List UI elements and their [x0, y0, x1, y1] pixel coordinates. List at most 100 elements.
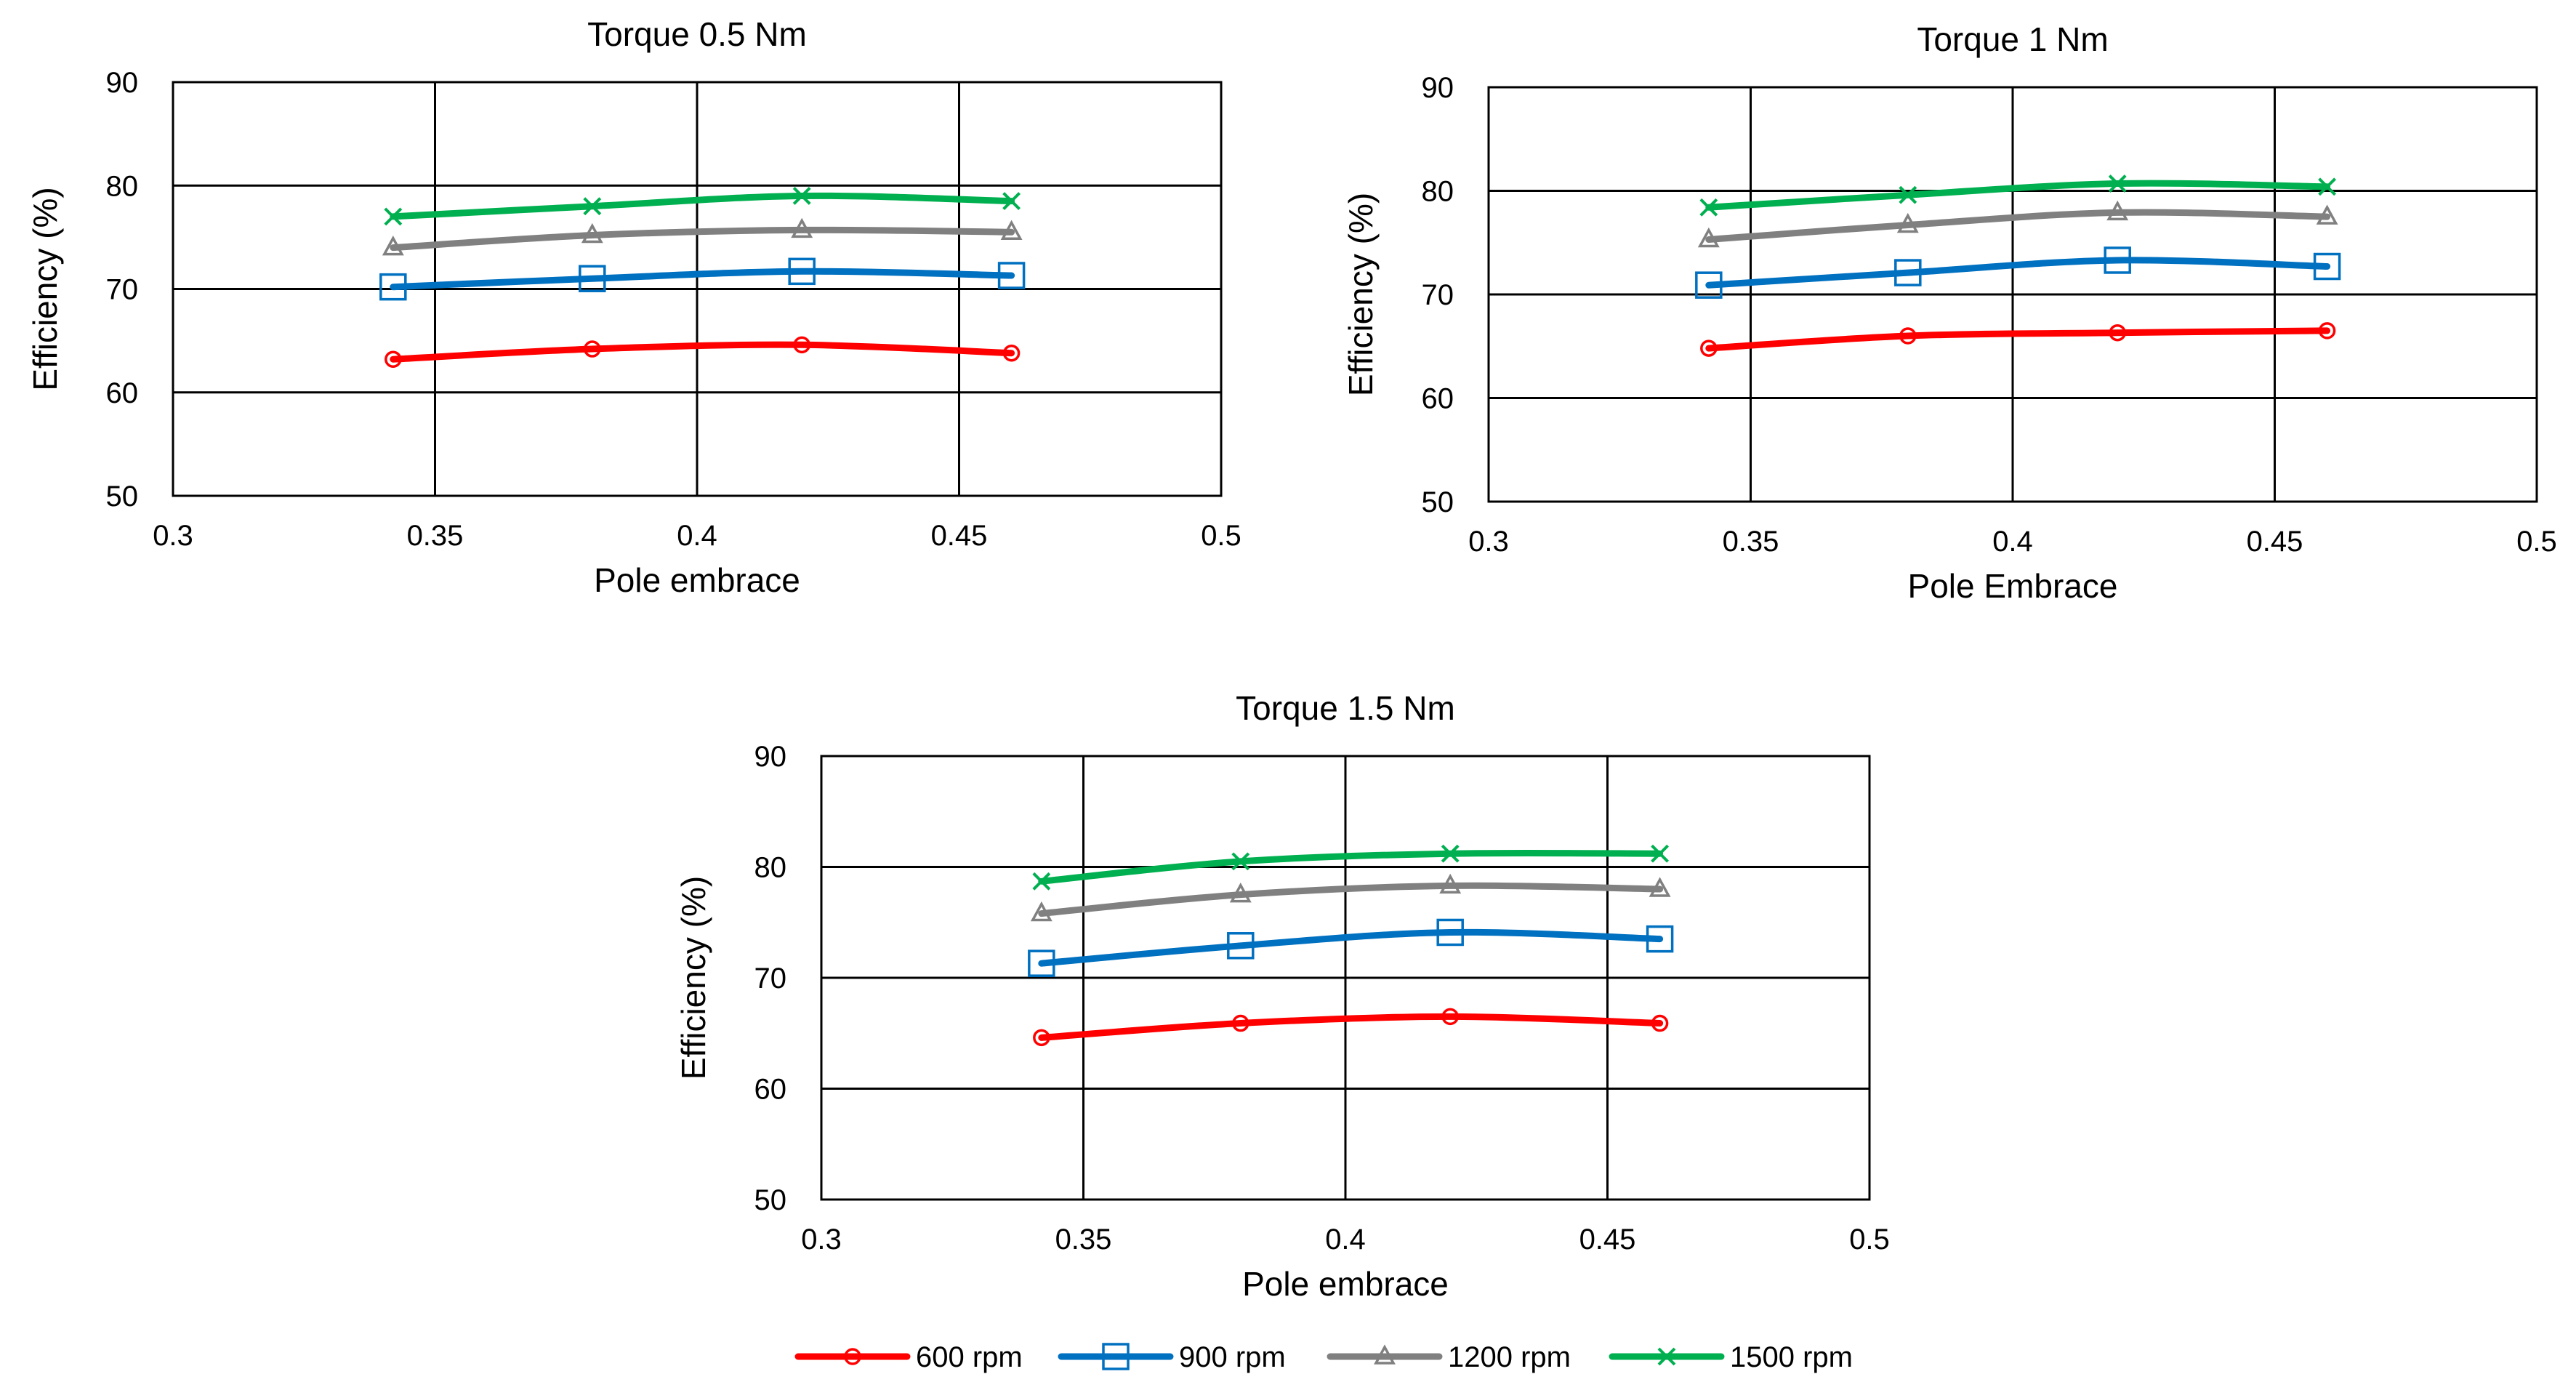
gridlines: [1487, 86, 2538, 503]
data-point: [1439, 873, 1462, 894]
y-tick-label: 70: [106, 274, 139, 306]
x-tick-label: 0.35: [407, 520, 464, 552]
data-point: [584, 340, 601, 358]
y-axis-label: Efficiency (%): [1342, 193, 1380, 396]
plot-area-border: [172, 81, 1223, 497]
legend-marker: [1374, 1344, 1396, 1365]
data-point: [2106, 200, 2129, 221]
y-tick-label: 70: [1422, 279, 1454, 311]
series-line: [1038, 849, 1664, 885]
data-point: [1002, 192, 1021, 211]
data-point: [2318, 177, 2337, 196]
data-point: [1700, 340, 1718, 357]
y-tick-label: 80: [1422, 176, 1454, 208]
legend-label: 900 rpm: [1179, 1341, 1286, 1373]
plot-area-border: [1487, 86, 2538, 503]
legend-item: 600 rpm: [794, 1341, 1023, 1373]
x-tick-label: 0.5: [1849, 1224, 1890, 1256]
series-line: [1705, 209, 2331, 243]
data-point: [1436, 918, 1464, 947]
chart-torque-0-5: 0.3 0.35 0.4 0.45 0.5 50 60 70 80 90 Torque 0.5 Nm…: [26, 15, 1241, 599]
data-point: [1651, 1014, 1669, 1032]
series-1500-rpm: [1699, 174, 2337, 217]
gridlines: [172, 81, 1223, 497]
data-point: [581, 222, 603, 244]
legend-label: 600 rpm: [916, 1341, 1023, 1373]
x-tick-label: 0.5: [1201, 520, 1241, 552]
legend-marker: [844, 1348, 861, 1365]
data-point: [1028, 949, 1055, 977]
y-tick-label: 50: [1422, 486, 1454, 518]
data-point: [384, 207, 403, 226]
series-line: [1705, 257, 2331, 289]
data-point: [1032, 872, 1051, 891]
legend-label: 1200 rpm: [1448, 1341, 1571, 1373]
data-point: [1894, 259, 1922, 286]
series-600-rpm: [385, 336, 1021, 368]
data-point: [1699, 198, 1718, 217]
y-tick-label: 90: [106, 67, 139, 99]
data-point: [1899, 327, 1917, 345]
series-1200-rpm: [1030, 873, 1671, 922]
data-point: [1896, 212, 1919, 233]
data-point: [1232, 1014, 1249, 1032]
data-point: [1646, 925, 1674, 953]
data-point: [1002, 344, 1021, 362]
data-point: [379, 273, 407, 301]
data-point: [1697, 227, 1720, 248]
series-line: [1038, 1013, 1664, 1041]
data-point: [793, 336, 810, 354]
plot-area-border: [820, 755, 1871, 1201]
data-point: [1227, 932, 1255, 960]
y-tick-label: 90: [1422, 72, 1454, 104]
x-tick-label: 0.3: [801, 1224, 842, 1256]
series-line: [1038, 928, 1664, 967]
data-point: [382, 235, 404, 256]
series-line: [1705, 327, 2331, 352]
x-tick-label: 0.5: [2516, 526, 2557, 558]
legend-item: 1200 rpm: [1327, 1341, 1571, 1373]
legend-marker: [1102, 1343, 1130, 1370]
data-point: [788, 257, 816, 286]
y-tick-label: 70: [754, 963, 787, 995]
y-tick-label: 80: [754, 852, 787, 884]
series-line: [1705, 180, 2331, 211]
series-line: [390, 268, 1015, 291]
series-900-rpm: [379, 257, 1026, 301]
series-line: [390, 226, 1015, 252]
legend-marker: [1657, 1347, 1676, 1366]
series-1200-rpm: [382, 217, 1023, 256]
chart-torque-1-5: 0.3 0.35 0.4 0.45 0.5 50 60 70 80 90 Torque 1.5 Nm…: [675, 689, 1890, 1303]
data-point: [2316, 204, 2338, 225]
x-axis-label: Pole embrace: [1242, 1265, 1449, 1303]
y-tick-label: 80: [106, 170, 139, 202]
data-point: [2108, 174, 2127, 193]
x-tick-label: 0.45: [931, 520, 988, 552]
chart-title: Torque 1 Nm: [1917, 20, 2108, 58]
series-line: [390, 341, 1015, 363]
x-tick-label: 0.4: [1992, 526, 2033, 558]
y-tick-label: 50: [754, 1184, 787, 1216]
data-point: [997, 262, 1026, 289]
x-tick-label: 0.45: [2247, 526, 2303, 558]
data-point: [1695, 271, 1723, 299]
data-point: [1033, 1029, 1050, 1047]
y-tick-label: 60: [1422, 383, 1454, 415]
data-point: [791, 217, 813, 238]
data-point: [1441, 844, 1460, 863]
y-axis-label: Efficiency (%): [675, 876, 712, 1080]
x-tick-label: 0.35: [1723, 526, 1779, 558]
data-point: [2318, 322, 2336, 340]
y-tick-label: 50: [106, 481, 139, 513]
chart-title: Torque 1.5 Nm: [1236, 689, 1455, 727]
x-tick-label: 0.3: [153, 520, 193, 552]
x-tick-label: 0.35: [1055, 1224, 1112, 1256]
data-point: [792, 187, 811, 205]
data-point: [579, 265, 606, 293]
y-axis-label: Efficiency (%): [26, 187, 64, 390]
legend-label: 1500 rpm: [1730, 1341, 1853, 1373]
y-tick-label: 60: [106, 377, 139, 409]
legend: 600 rpm 900 rpm 1200 rpm 1500 rpm: [794, 1341, 1853, 1373]
data-point: [1899, 185, 1917, 204]
